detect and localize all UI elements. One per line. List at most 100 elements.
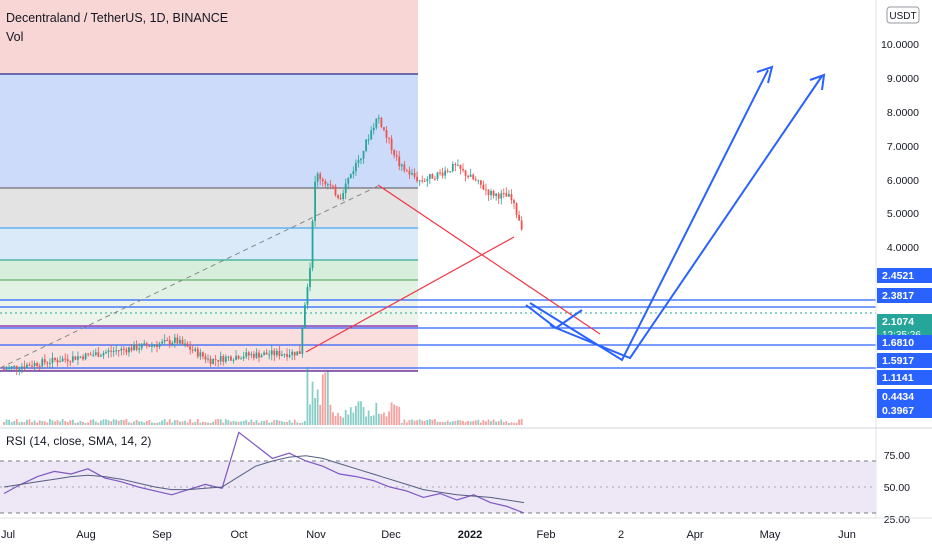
descending-trendline[interactable] [377, 184, 601, 335]
candle-body [212, 358, 214, 365]
projection-path-2[interactable] [549, 75, 823, 360]
volume-bar [5, 419, 8, 425]
volume-bar [306, 367, 309, 425]
volume-indicator-label[interactable]: Vol [6, 30, 23, 44]
volume-bar [311, 381, 314, 425]
candle-body [260, 355, 263, 358]
volume-bar [418, 419, 421, 425]
volume-bar [439, 421, 441, 425]
candle-body [383, 127, 385, 130]
volume-bar [436, 421, 439, 425]
candle-body [418, 180, 421, 182]
time-axis[interactable]: Jul Aug Sep Oct Nov Dec 2022 Feb 2 Apr May Jun [1, 529, 856, 541]
candle-body [199, 352, 202, 357]
candle-body [372, 127, 375, 131]
volume-bar [163, 419, 166, 425]
candle-body [304, 304, 306, 329]
zone-blue [0, 74, 418, 188]
candle-body [253, 354, 255, 358]
volume-bar [321, 374, 324, 425]
candle-body [79, 356, 82, 358]
candle-body [173, 337, 176, 343]
volume-bar [135, 420, 138, 425]
symbol-title[interactable]: Decentraland / TetherUS, 1D, BINANCE [6, 11, 228, 25]
candle-body [209, 358, 212, 365]
volume-bar [97, 422, 100, 425]
volume-bar [212, 421, 214, 425]
volume-bar [278, 420, 281, 425]
volume-bar [235, 421, 237, 425]
candle-body [490, 190, 492, 196]
candle-body [245, 352, 248, 357]
volume-bar [370, 416, 373, 425]
rsi-axis-ticks: 75.00 50.00 25.00 [884, 450, 910, 526]
candle-body [240, 358, 243, 360]
volume-bar [347, 414, 350, 425]
volume-bar [288, 420, 291, 425]
candle-body [224, 356, 227, 362]
candle-body [293, 351, 296, 356]
candle-body [247, 352, 250, 356]
ascending-trendline[interactable] [305, 236, 515, 353]
projection-path-1[interactable] [529, 69, 769, 362]
candle-body [217, 359, 220, 362]
volume-bar [250, 419, 253, 425]
fib-retracement-zones[interactable] [0, 0, 418, 372]
candle-body [347, 178, 350, 184]
volume-bar [110, 421, 112, 425]
volume-bar [168, 419, 171, 425]
volume-bar [224, 419, 227, 425]
candle-body [28, 364, 31, 366]
currency-badge[interactable] [886, 6, 920, 24]
candle-body [477, 180, 480, 182]
candle-body [77, 356, 79, 360]
candle-body [487, 189, 490, 196]
volume-bar [462, 420, 464, 425]
projection-drawings[interactable] [525, 65, 826, 362]
candle-body [370, 130, 373, 140]
candle-body [232, 359, 235, 361]
volume-bar [444, 422, 447, 425]
candle-body [258, 352, 260, 358]
volume-bar [3, 422, 5, 425]
rsi-label[interactable]: RSI (14, close, SMA, 14, 2) [6, 434, 151, 448]
candle-body [36, 363, 39, 367]
volume-bar [342, 417, 345, 425]
candle-body [179, 339, 181, 344]
volume-bar [380, 414, 383, 425]
volume-bar [122, 420, 125, 425]
volume-bar [431, 419, 434, 425]
volume-bar [520, 419, 523, 425]
candle-body [459, 164, 462, 169]
volume-bar [54, 421, 56, 425]
candle-body [163, 340, 166, 342]
price-badge [877, 288, 932, 303]
arrowhead-1 [756, 65, 774, 84]
candle-body [110, 350, 112, 352]
candle-body [321, 179, 324, 182]
dashed-trendline[interactable] [0, 185, 379, 369]
volume-bar [8, 419, 10, 425]
candle-body [316, 173, 319, 182]
zone-pale [0, 300, 418, 326]
candle-body [41, 359, 44, 367]
volume-bar [191, 422, 194, 425]
volume-bar [275, 419, 278, 425]
candle-body [270, 350, 273, 355]
candle-body [56, 360, 59, 363]
candle-body [133, 344, 135, 351]
candle-body [375, 118, 378, 128]
volume-bar [217, 419, 220, 425]
volume-bar [82, 421, 84, 425]
candle-body [23, 366, 26, 368]
candle-body [398, 156, 401, 167]
volume-bar [487, 419, 490, 425]
candle-body [403, 164, 406, 171]
volume-bar [128, 422, 130, 425]
candle-body [263, 352, 265, 356]
candle-body [324, 181, 327, 185]
candle-body [360, 158, 362, 161]
candle-body [26, 364, 28, 368]
price-tick-label: 7.0000 [887, 141, 919, 153]
